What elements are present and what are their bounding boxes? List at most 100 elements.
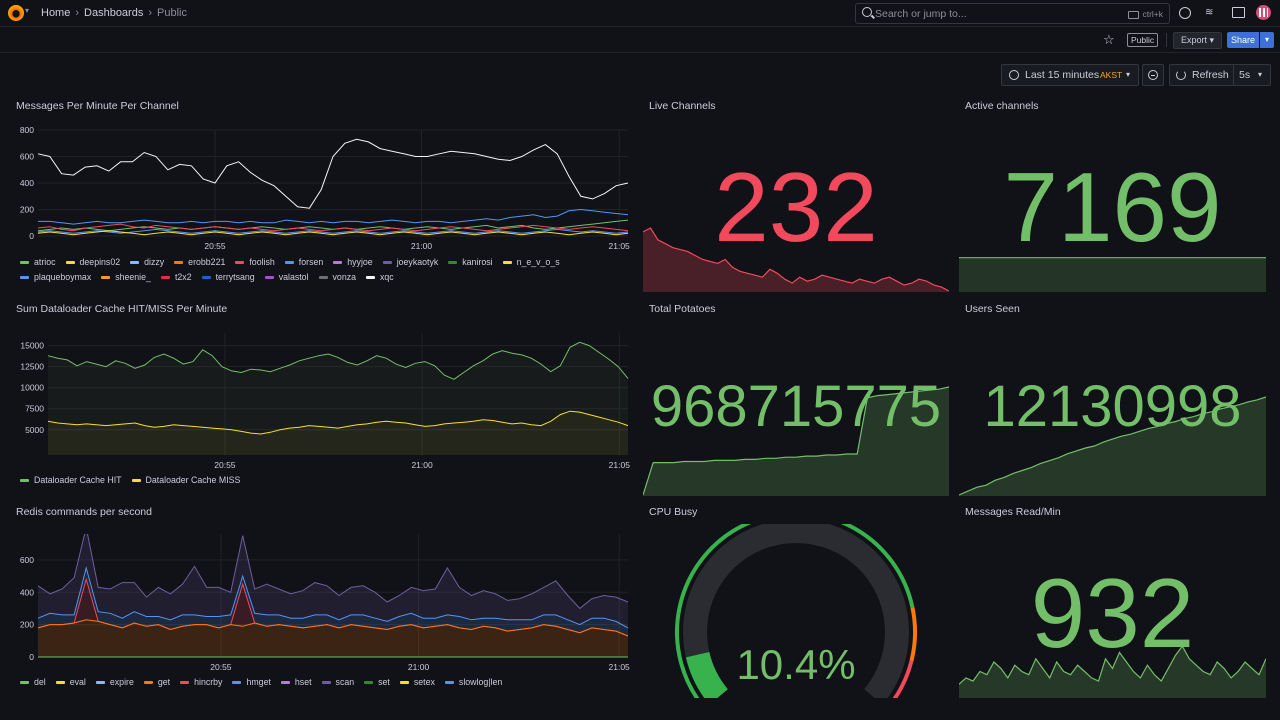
dataloader-timeseries-chart[interactable]: 5000 7500 10000 12500 15000 20:55 21:00 21:05 (16, 333, 632, 473)
legend-item[interactable]: xqc (366, 270, 394, 285)
panel-cpu-busy[interactable]: CPU Busy 10.4% (643, 506, 949, 698)
legend-label: foolish (249, 257, 275, 267)
legend-item[interactable]: kanirosi (448, 255, 493, 270)
legend-item[interactable]: sheenie_ (101, 270, 151, 285)
help-icon[interactable] (1179, 7, 1191, 19)
series-line-get[interactable] (37, 619, 629, 637)
y-tick-label: 10000 (20, 383, 44, 393)
panel-active-channels[interactable]: Active channels 7169 (959, 100, 1266, 292)
series-area-scan (38, 534, 628, 628)
legend-item[interactable]: expire (95, 675, 134, 690)
panel-title: Live Channels (649, 100, 716, 112)
panel-messages-read[interactable]: Messages Read/Min 932 (959, 506, 1266, 698)
legend-label: Dataloader Cache HIT (34, 475, 122, 485)
series-line-Dataloader Cache MISS[interactable] (47, 410, 629, 435)
refresh-button[interactable]: Refresh (1192, 69, 1229, 81)
series-line-xqc[interactable] (37, 138, 629, 209)
y-tick-label: 200 (20, 205, 34, 215)
series-line-Dataloader Cache HIT[interactable] (47, 341, 629, 380)
legend-item[interactable]: hincrby (180, 675, 222, 690)
legend-item[interactable]: set (364, 675, 390, 690)
panel-live-channels[interactable]: Live Channels 232 (643, 100, 949, 292)
series-line-n_e_v_o_s[interactable] (37, 230, 629, 236)
breadcrumb-home[interactable]: Home (41, 7, 71, 19)
legend-item[interactable]: foolish (235, 255, 275, 270)
refresh-interval[interactable]: 5s (1239, 69, 1251, 81)
sparkline-area (959, 257, 1266, 292)
series-area-get (38, 619, 628, 657)
legend-item[interactable]: erobb221 (174, 255, 225, 270)
refresh-picker[interactable]: Refresh 5s ▾ (1169, 64, 1271, 86)
legend-item[interactable]: setex (399, 675, 435, 690)
sparkline (959, 644, 1266, 698)
zoom-out-button[interactable] (1142, 64, 1164, 86)
rss-icon[interactable]: ≋ (1205, 7, 1214, 18)
chart-legend: del eval expire get hincrby hmget hset scan set s… (20, 675, 620, 690)
y-tick-label: 200 (20, 620, 34, 630)
panel-redis-commands[interactable]: Redis commands per second 0 200 400 600 20:5… (16, 506, 632, 696)
legend-item[interactable]: hyyjoe (333, 255, 373, 270)
legend-label: expire (109, 677, 134, 687)
search-input[interactable]: Search or jump to... ctrl+k (855, 3, 1170, 24)
legend-item[interactable]: deepins02 (65, 255, 120, 270)
breadcrumb-dashboards[interactable]: Dashboards (84, 7, 144, 19)
legend-swatch (55, 681, 65, 685)
legend-item[interactable]: valastol (264, 270, 309, 285)
refresh-icon (1176, 70, 1186, 80)
legend-item[interactable]: get (143, 675, 170, 690)
legend-swatch (264, 276, 274, 280)
legend-swatch (130, 261, 140, 265)
panel-dataloader-cache[interactable]: Sum Dataloader Cache HIT/MISS Per Minute… (16, 303, 632, 493)
gauge-value-arc (685, 651, 729, 698)
legend-item[interactable]: dizzy (130, 255, 164, 270)
legend-item[interactable]: scan (321, 675, 354, 690)
legend-label: kanirosi (462, 257, 493, 267)
legend-item[interactable]: Dataloader Cache MISS (131, 473, 240, 488)
legend-label: xqc (380, 272, 394, 282)
x-tick-label: 21:00 (408, 662, 430, 672)
legend-item[interactable]: t2x2 (160, 270, 192, 285)
legend-label: forsen (298, 257, 324, 267)
legend-item[interactable]: n_e_v_o_s (502, 255, 560, 270)
legend-item[interactable]: hset (280, 675, 312, 690)
series-line-foolish[interactable] (37, 223, 629, 232)
sparkline-line (643, 227, 949, 292)
series-line-hmget[interactable] (37, 566, 629, 629)
legend-item[interactable]: hmget (232, 675, 271, 690)
x-tick-label: 21:05 (609, 460, 631, 470)
legend-item[interactable]: atrioc (20, 255, 56, 270)
star-icon[interactable]: ☆ (1103, 32, 1115, 47)
y-tick-label: 400 (20, 178, 34, 188)
legend-item[interactable]: plaqueboymax (20, 270, 91, 285)
redis-stacked-chart[interactable]: 0 200 400 600 20:55 21:00 21:05 (16, 534, 632, 674)
legend-item[interactable]: eval (55, 675, 86, 690)
legend-swatch (364, 681, 374, 685)
legend-item[interactable]: vonza (318, 270, 356, 285)
y-tick-label: 800 (20, 125, 34, 135)
legend-swatch (284, 261, 294, 265)
share-menu-chevron-icon[interactable]: ▾ (1260, 32, 1274, 48)
export-label: Export (1180, 35, 1207, 45)
panel-users-seen[interactable]: Users Seen 12130998 (959, 303, 1266, 496)
series-line-plaqueboymax[interactable] (38, 208, 629, 225)
chevron-down-icon[interactable]: ▾ (25, 6, 30, 15)
panel-messages-per-minute[interactable]: Messages Per Minute Per Channel 0 200 400 6… (16, 100, 632, 290)
share-button[interactable]: Share (1227, 32, 1259, 48)
news-icon[interactable] (1232, 7, 1245, 18)
legend-item[interactable]: terrytsang (201, 270, 255, 285)
series-line-scan[interactable] (37, 534, 629, 610)
time-range-picker[interactable]: Last 15 minutes AKST ▾ (1001, 64, 1139, 86)
legend-label: t2x2 (174, 272, 192, 282)
legend-item[interactable]: joeykaotyk (382, 255, 438, 270)
legend-item[interactable]: forsen (284, 255, 324, 270)
chevron-down-icon[interactable]: ▾ (1258, 70, 1263, 79)
legend-item[interactable]: slowlog|len (444, 675, 502, 690)
export-button[interactable]: Export ▾ (1173, 32, 1222, 49)
panel-total-potatoes[interactable]: Total Potatoes 968715775 (643, 303, 949, 496)
legend-item[interactable]: Dataloader Cache HIT (20, 473, 122, 488)
legend-item[interactable]: del (20, 675, 46, 690)
messages-timeseries-chart[interactable]: 0 200 400 600 800 20:55 21:00 21:05 (16, 120, 632, 254)
series-line-forsen[interactable] (37, 228, 629, 234)
grafana-logo-icon[interactable] (8, 5, 24, 21)
avatar[interactable] (1256, 5, 1271, 20)
